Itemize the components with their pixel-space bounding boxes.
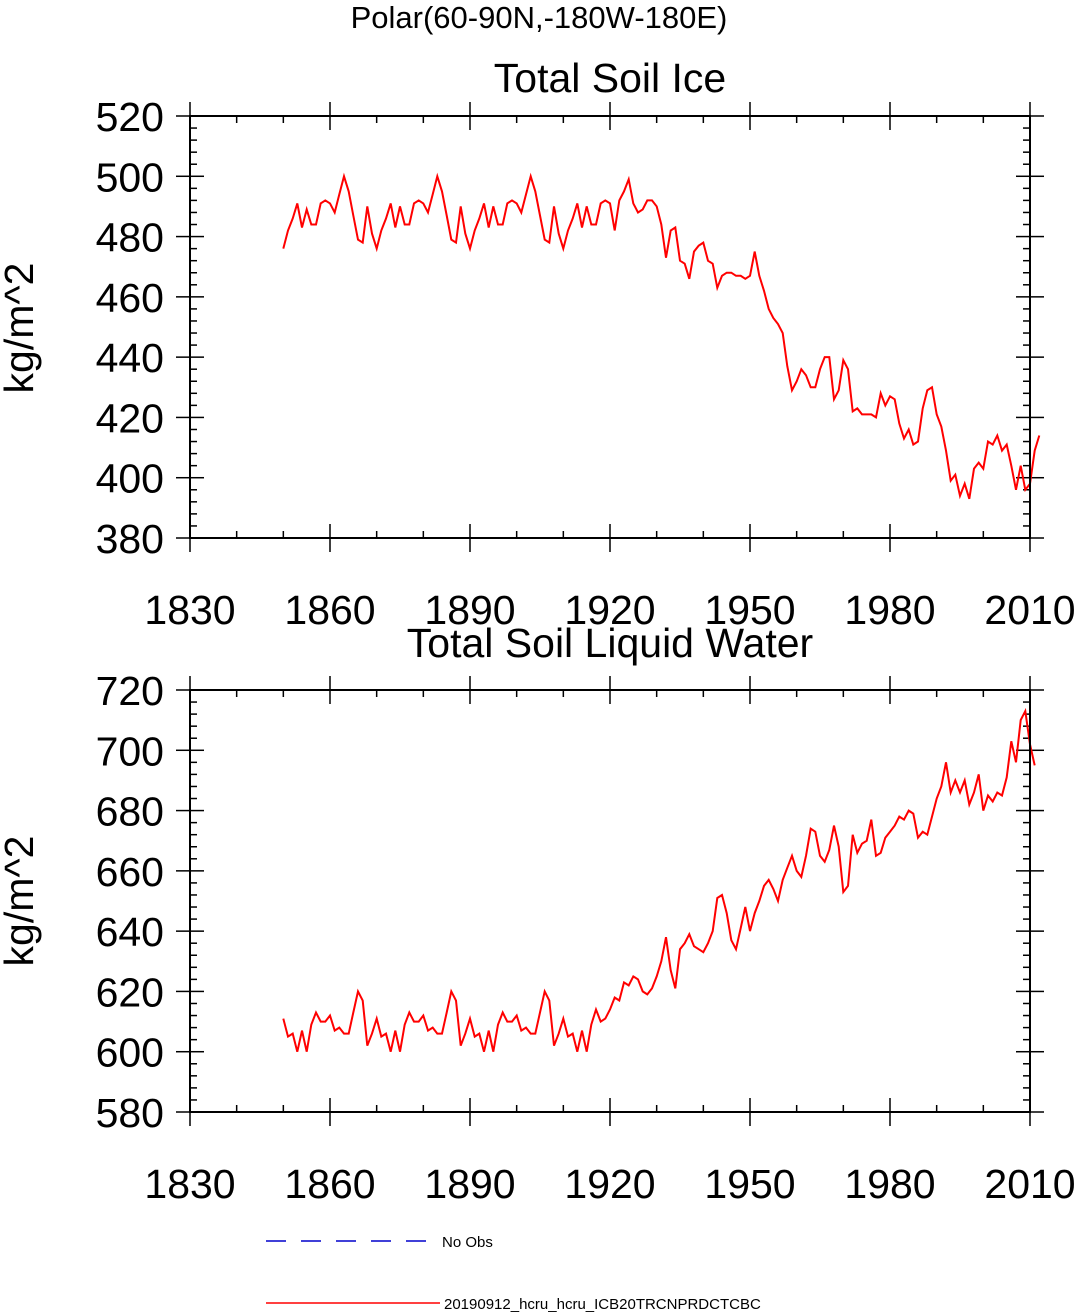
legend-label-no-obs: No Obs (442, 1234, 493, 1251)
x-tick-labels: 1830 1860 1890 1920 1950 1980 2010 (144, 587, 1075, 633)
x-tick-label: 1920 (564, 587, 655, 633)
panel-title: Total Soil Liquid Water (407, 620, 813, 666)
x-tick-labels: 1830 1860 1890 1920 1950 1980 2010 (144, 1161, 1075, 1207)
y-tick-label: 420 (96, 395, 164, 441)
y-tick-label: 580 (96, 1090, 164, 1136)
axis-ticks (176, 102, 1044, 552)
y-tick-label: 400 (96, 456, 164, 502)
legend-label-model-run: 20190912_hcru_hcru_ICB20TRCNPRDCTCBC (444, 1296, 761, 1313)
x-tick-label: 2010 (984, 587, 1075, 633)
y-tick-label: 700 (96, 728, 164, 774)
y-tick-label: 440 (96, 335, 164, 381)
x-tick-label: 1950 (704, 1161, 795, 1207)
x-tick-label: 1860 (284, 587, 375, 633)
x-tick-label: 1950 (704, 587, 795, 633)
y-tick-label: 600 (96, 1030, 164, 1076)
x-tick-label: 1830 (144, 587, 235, 633)
y-axis-label: kg/m^2 (0, 263, 42, 394)
x-tick-label: 1920 (564, 1161, 655, 1207)
x-tick-label: 1860 (284, 1161, 375, 1207)
panel-total-soil-liquid-water: Total Soil Liquid Water kg/m^2 1830 1860 1… (0, 620, 1076, 1207)
y-tick-label: 620 (96, 969, 164, 1015)
legend: No Obs 20190912_hcru_hcru_ICB20TRCNPRDCT… (266, 1234, 761, 1313)
y-tick-label: 380 (96, 516, 164, 562)
x-tick-label: 1980 (844, 587, 935, 633)
axis-ticks (176, 676, 1044, 1126)
y-tick-label: 720 (96, 668, 164, 714)
plot-frame (189, 115, 1031, 539)
series-line-soil-ice (282, 172, 1041, 500)
y-axis-label: kg/m^2 (0, 836, 42, 967)
y-tick-label: 640 (96, 909, 164, 955)
panel-title: Total Soil Ice (494, 55, 726, 101)
y-tick-labels: 380 400 420 440 460 480 500 520 (96, 94, 164, 562)
plot-frame (189, 689, 1031, 1113)
panel-total-soil-ice: Total Soil Ice kg/m^2 1830 1860 1890 1920 19… (0, 55, 1076, 633)
x-tick-label: 1830 (144, 1161, 235, 1207)
y-tick-label: 680 (96, 789, 164, 835)
x-tick-label: 1980 (844, 1161, 935, 1207)
y-tick-label: 520 (96, 94, 164, 140)
x-tick-label: 1890 (424, 1161, 515, 1207)
y-tick-label: 660 (96, 849, 164, 895)
x-tick-label: 2010 (984, 1161, 1075, 1207)
y-tick-label: 500 (96, 154, 164, 200)
y-tick-labels: 580 600 620 640 660 680 700 720 (96, 668, 164, 1136)
x-tick-label: 1890 (424, 587, 515, 633)
y-tick-label: 460 (96, 275, 164, 321)
series-line-soil-liquid-water (282, 707, 1036, 1052)
figure-suptitle: Polar(60-90N,-180W-180E) (351, 0, 728, 35)
y-tick-label: 480 (96, 215, 164, 261)
